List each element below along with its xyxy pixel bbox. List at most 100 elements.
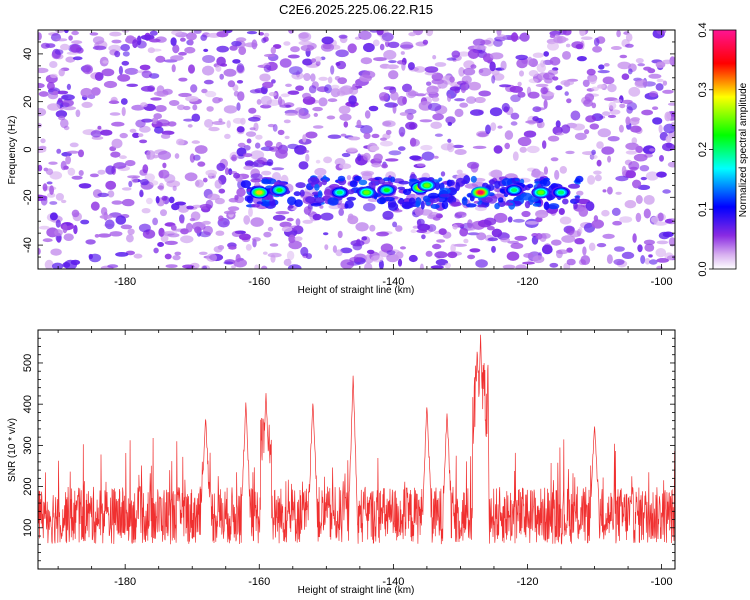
heatmap-noise-blob [458,67,465,77]
heatmap-noise-blob [430,265,444,269]
heatmap-noise-blob [543,99,548,109]
heatmap-band-blob [293,191,301,197]
heatmap-noise-blob [206,106,214,112]
heatmap-noise-blob [470,64,477,69]
heatmap-noise-blob [294,236,303,241]
heatmap-noise-blob [183,118,194,122]
heatmap-noise-blob [506,251,520,261]
heatmap-noise-blob [323,232,329,236]
heatmap-hotspot [377,184,397,197]
heatmap-noise-blob [305,131,318,139]
heatmap-noise-blob [558,208,565,215]
heatmap-noise-blob [477,132,488,137]
heatmap-noise-blob [350,240,365,247]
heatmap-noise-blob [338,105,351,115]
heatmap-noise-blob [165,264,178,268]
snr-panel: -180 -160 -140 -120 -100 100 200 300 400 500 Hei… [7,329,676,596]
heatmap-noise-blob [366,249,375,255]
heatmap-noise-blob [634,79,648,88]
heatmap-noise-blob [504,130,514,140]
heatmap-noise-blob [585,115,596,123]
heatmap-noise-blob [305,253,312,260]
heatmap-noise-blob [89,173,99,178]
heatmap-noise-blob [139,139,148,144]
heatmap-band-blob [548,203,560,210]
heatmap-noise-blob [516,58,528,69]
heatmap-noise-blob [315,159,321,164]
heatmap-noise-blob [257,157,267,165]
heatmap-noise-blob [435,213,443,219]
heatmap-hotspot-ring [256,190,263,195]
heatmap-noise-blob [132,39,138,49]
heatmap-noise-blob [512,218,525,223]
heatmap-noise-blob [509,85,523,93]
heatmap-noise-blob [285,83,292,88]
heatmap-noise-blob [648,254,653,258]
heatmap-noise-blob [453,243,468,247]
heatmap-noise-blob [401,61,406,71]
heatmap-noise-blob [485,124,491,135]
heatmap-noise-blob [120,98,128,105]
heatmap-noise-blob [198,251,208,255]
heatmap-noise-blob [515,54,528,61]
heatmap-noise-blob [350,103,356,108]
heatmap-noise-blob [44,259,54,269]
heatmap-noise-blob [157,242,165,247]
heatmap-noise-blob [426,85,439,95]
heatmap-noise-blob [467,219,473,229]
heatmap-noise-blob [489,61,496,72]
heatmap-band-blob [568,183,580,189]
snr-y-tick-label: 500 [22,354,34,372]
heatmap-noise-blob [397,258,403,267]
heatmap-noise-blob [364,262,373,269]
heatmap-x-ticks: -180 -160 -140 -120 -100 [57,30,673,288]
heatmap-noise-blob [466,96,477,104]
heatmap-noise-blob [589,76,597,85]
heatmap-noise-blob [628,86,641,97]
heatmap-noise-blob [186,32,197,41]
heatmap-noise-blob [126,83,139,88]
heatmap-noise-blob [243,165,254,170]
heatmap-band-blob [420,200,425,210]
heatmap-noise-blob [500,237,511,243]
heatmap-noise-blob [223,261,234,265]
heatmap-noise-blob [467,254,476,260]
heatmap-noise-blob [330,84,340,90]
heatmap-band-blob [240,180,252,189]
heatmap-noise-blob [527,56,533,66]
heatmap-noise-blob [388,60,397,64]
heatmap-noise-blob [290,46,300,53]
heatmap-noise-blob [398,146,406,151]
heatmap-noise-blob [65,56,76,63]
heatmap-hotspot-ring [336,190,343,195]
heatmap-noise-blob [385,129,392,135]
heatmap-noise-blob [327,76,333,84]
heatmap-noise-blob [46,181,53,185]
heatmap-hotspot [249,186,269,199]
heatmap-band-blob [288,204,294,209]
heatmap-noise-blob [318,76,329,81]
heatmap-noise-blob [457,212,467,216]
heatmap-noise-blob [114,50,121,58]
heatmap-noise-blob [631,137,638,145]
heatmap-noise-blob [370,255,384,263]
heatmap-noise-blob [271,79,276,84]
heatmap-noise-blob [652,117,663,125]
heatmap-noise-blob [177,104,186,111]
heatmap-band-blob [397,186,406,190]
heatmap-noise-blob [240,117,246,125]
heatmap-noise-blob [219,73,224,80]
heatmap-noise-blob [436,239,446,243]
heatmap-noise-blob [318,97,328,107]
heatmap-noise-blob [258,32,265,36]
heatmap-y-axis-title: Frequency (Hz) [7,116,18,185]
heatmap-image [38,30,675,269]
heatmap-noise-blob [246,30,258,35]
heatmap-noise-blob [40,138,46,144]
heatmap-y-tick-label: 0 [22,146,34,152]
heatmap-noise-blob [640,176,647,181]
heatmap-noise-blob [279,221,292,228]
snr-y-tick-label: 400 [22,395,34,413]
heatmap-noise-blob [596,159,602,167]
heatmap-noise-blob [532,116,539,122]
